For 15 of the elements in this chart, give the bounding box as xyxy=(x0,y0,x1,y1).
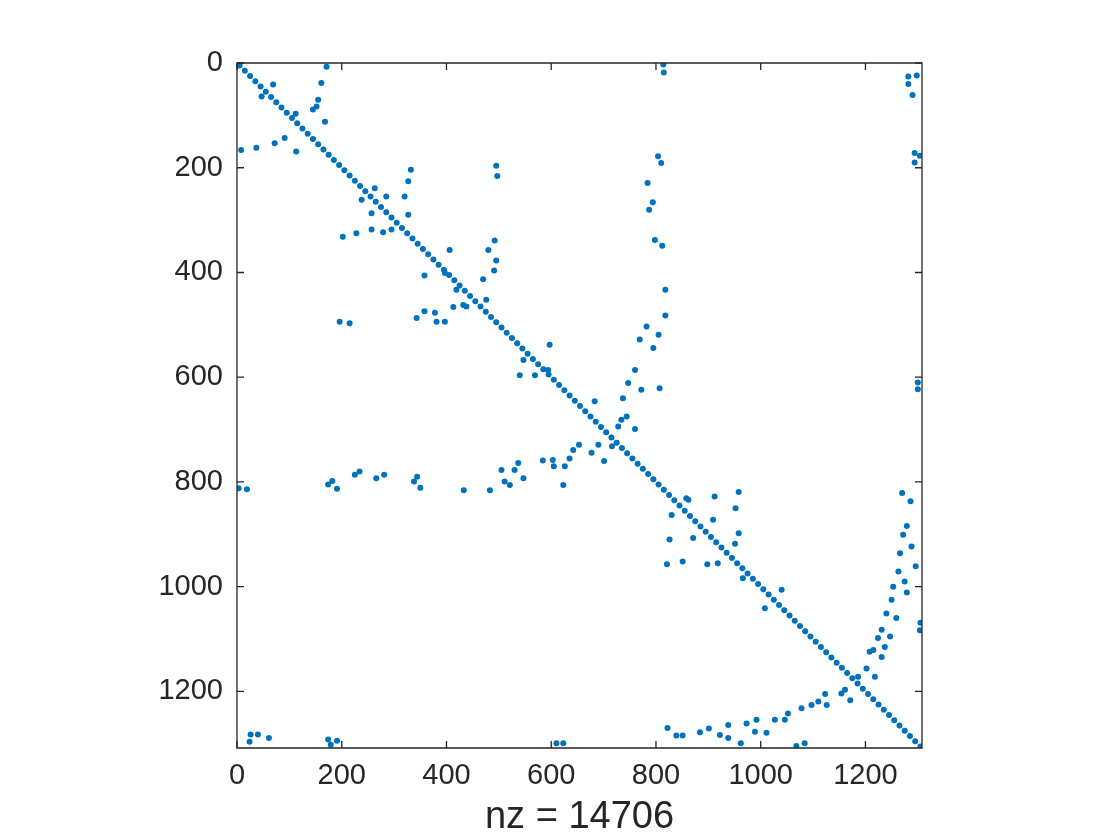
x-axis-title: nz = 14706 xyxy=(484,793,675,836)
x-tick-label: 400 xyxy=(422,758,471,791)
y-tick-label: 0 xyxy=(206,45,223,77)
x-tick-label: 600 xyxy=(527,758,576,791)
x-tick-label: 800 xyxy=(631,758,681,791)
y-tick-label: 200 xyxy=(174,149,223,182)
y-tick-label: 1000 xyxy=(158,568,223,601)
y-tick-label: 600 xyxy=(174,359,223,392)
x-tick-label: 1000 xyxy=(728,758,793,791)
y-tick-label: 800 xyxy=(174,463,223,496)
y-tick-label: 400 xyxy=(174,254,223,287)
x-tick-label: 200 xyxy=(317,758,366,791)
x-tick-label: 0 xyxy=(228,758,246,791)
y-tick-label: 1200 xyxy=(158,673,223,706)
x-tick-label: 1200 xyxy=(833,758,898,791)
